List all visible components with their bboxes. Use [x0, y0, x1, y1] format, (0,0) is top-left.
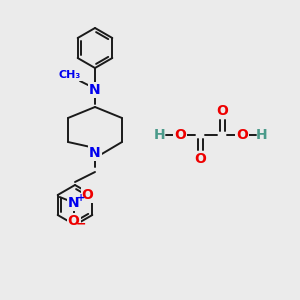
Text: O: O [68, 214, 80, 228]
Text: +: + [76, 193, 85, 203]
Text: N: N [89, 83, 101, 97]
Text: H: H [154, 128, 166, 142]
Text: O: O [174, 128, 186, 142]
Text: H: H [256, 128, 268, 142]
Text: O: O [194, 152, 206, 166]
Text: N: N [89, 146, 101, 160]
Text: −: − [75, 218, 86, 230]
Text: CH₃: CH₃ [59, 70, 81, 80]
Text: O: O [216, 104, 228, 118]
Text: N: N [68, 196, 80, 210]
Text: O: O [236, 128, 248, 142]
Text: O: O [82, 188, 94, 202]
